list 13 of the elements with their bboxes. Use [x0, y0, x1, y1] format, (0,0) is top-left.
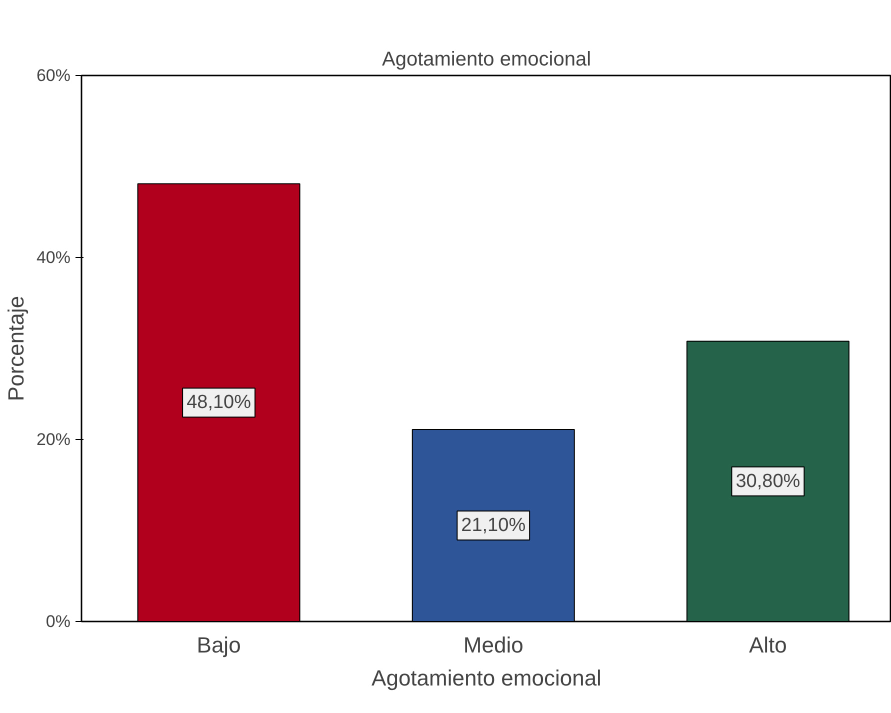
y-tick-label: 0% [46, 612, 71, 631]
data-label: 30,80% [736, 470, 800, 492]
y-tick-label: 40% [36, 248, 71, 267]
data-label: 48,10% [186, 392, 252, 414]
x-axis-title: Agotamiento emocional [372, 666, 602, 690]
y-axis-title: Porcentaje [3, 296, 28, 402]
x-tick-label: Medio [463, 632, 524, 658]
x-tick-label: Bajo [196, 632, 241, 658]
data-label: 21,10% [461, 514, 526, 536]
chart-title: Agotamiento emocional [382, 48, 592, 70]
x-tick-label: Alto [748, 632, 787, 658]
y-tick-label: 60% [36, 66, 71, 85]
y-tick-label: 20% [36, 430, 71, 449]
